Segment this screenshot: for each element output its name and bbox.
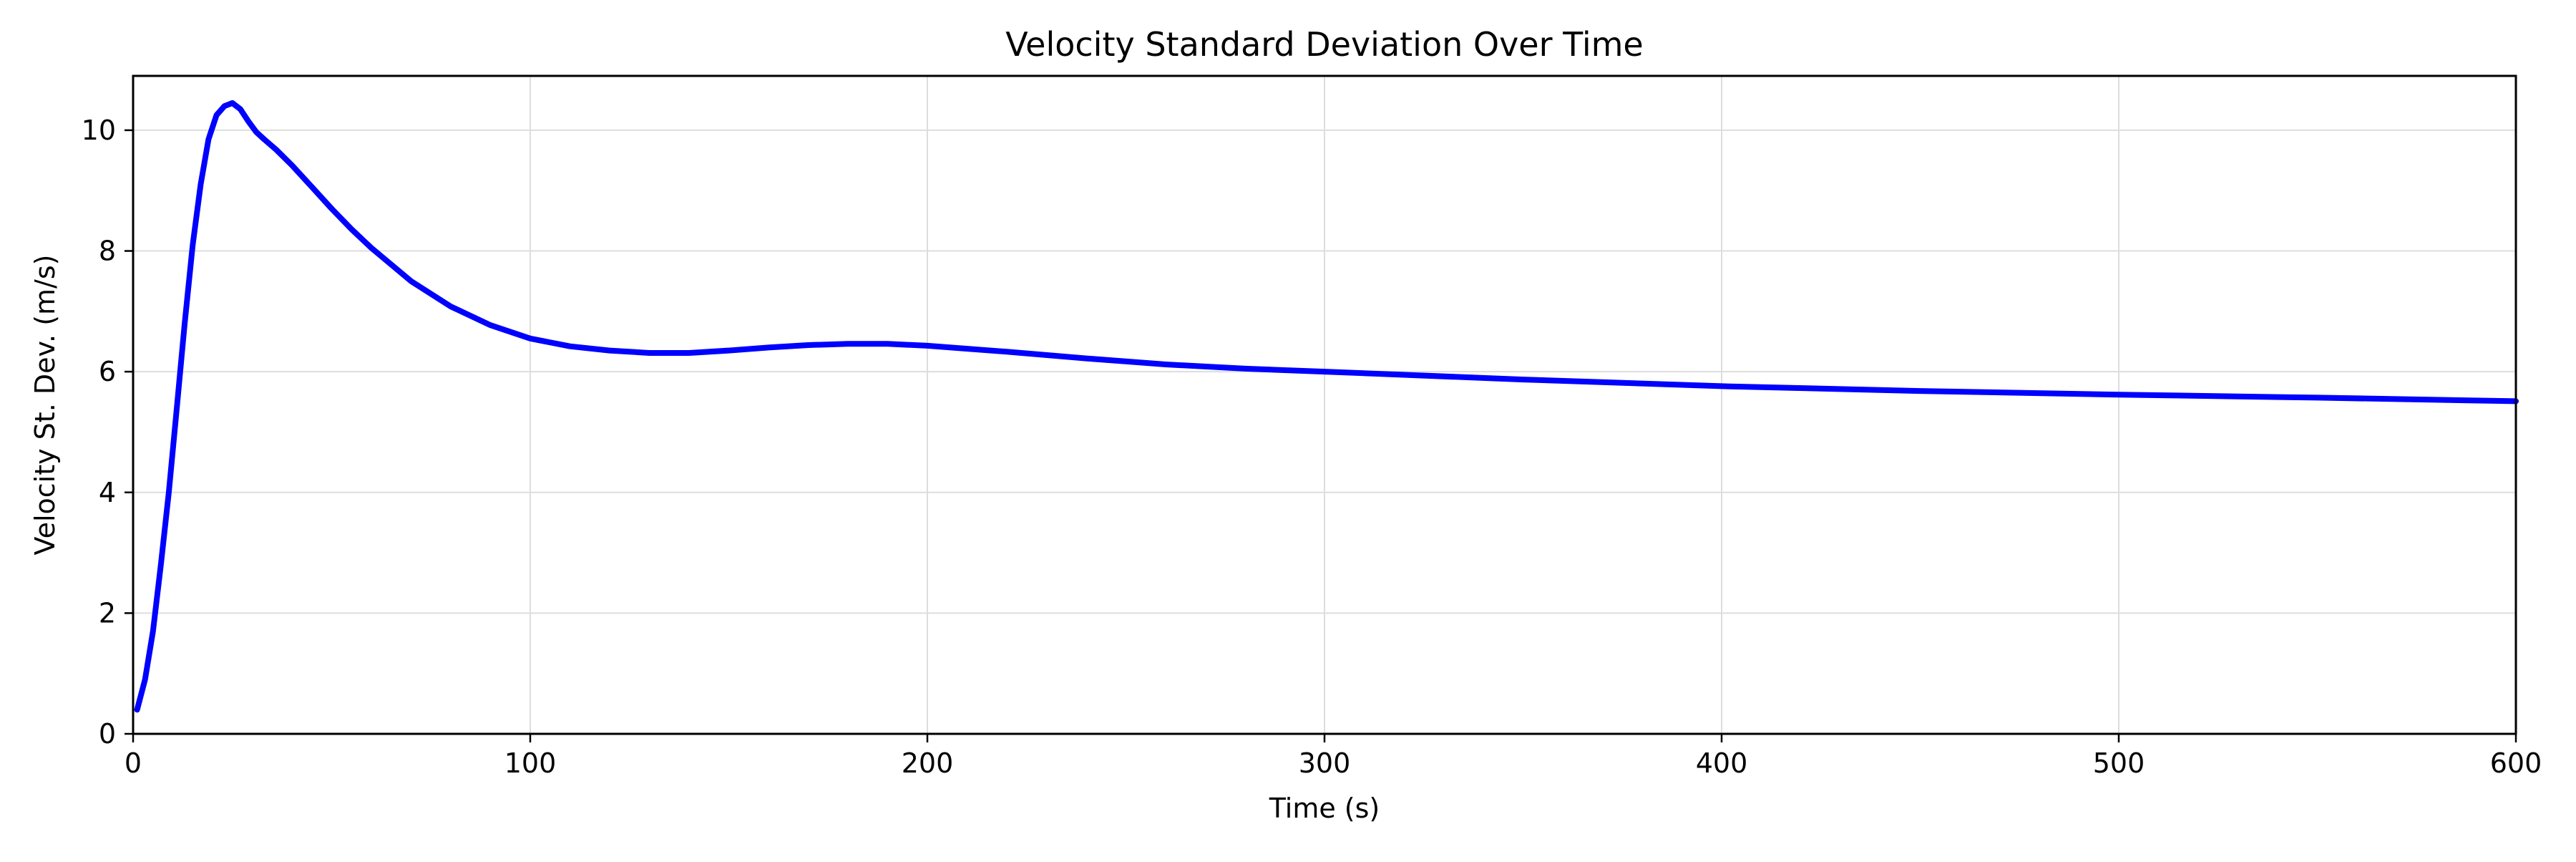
x-tick-label: 100 [504, 747, 557, 779]
y-axis-label: Velocity St. Dev. (m/s) [29, 255, 61, 556]
y-tick-label: 6 [99, 356, 116, 387]
x-axis-label: Time (s) [1269, 793, 1380, 824]
y-tick-label: 4 [99, 477, 116, 508]
y-tick-label: 2 [99, 597, 116, 629]
chart-title: Velocity Standard Deviation Over Time [1005, 25, 1643, 64]
x-tick-label: 500 [2093, 747, 2145, 779]
x-tick-label: 0 [125, 747, 142, 779]
y-tick-label: 8 [99, 236, 116, 267]
data-layer [134, 100, 2519, 713]
x-tick-label: 600 [2490, 747, 2542, 779]
x-tick-label: 200 [902, 747, 954, 779]
tick-layer: 0 100 200 300 400 500 600 0 2 4 6 8 10 [82, 115, 2542, 779]
y-tick-label: 10 [82, 115, 116, 146]
x-tick-label: 400 [1696, 747, 1748, 779]
y-tick-label: 0 [99, 718, 116, 750]
grid-layer [132, 76, 2517, 735]
series-line-0 [134, 100, 2519, 713]
x-tick-label: 300 [1299, 747, 1351, 779]
